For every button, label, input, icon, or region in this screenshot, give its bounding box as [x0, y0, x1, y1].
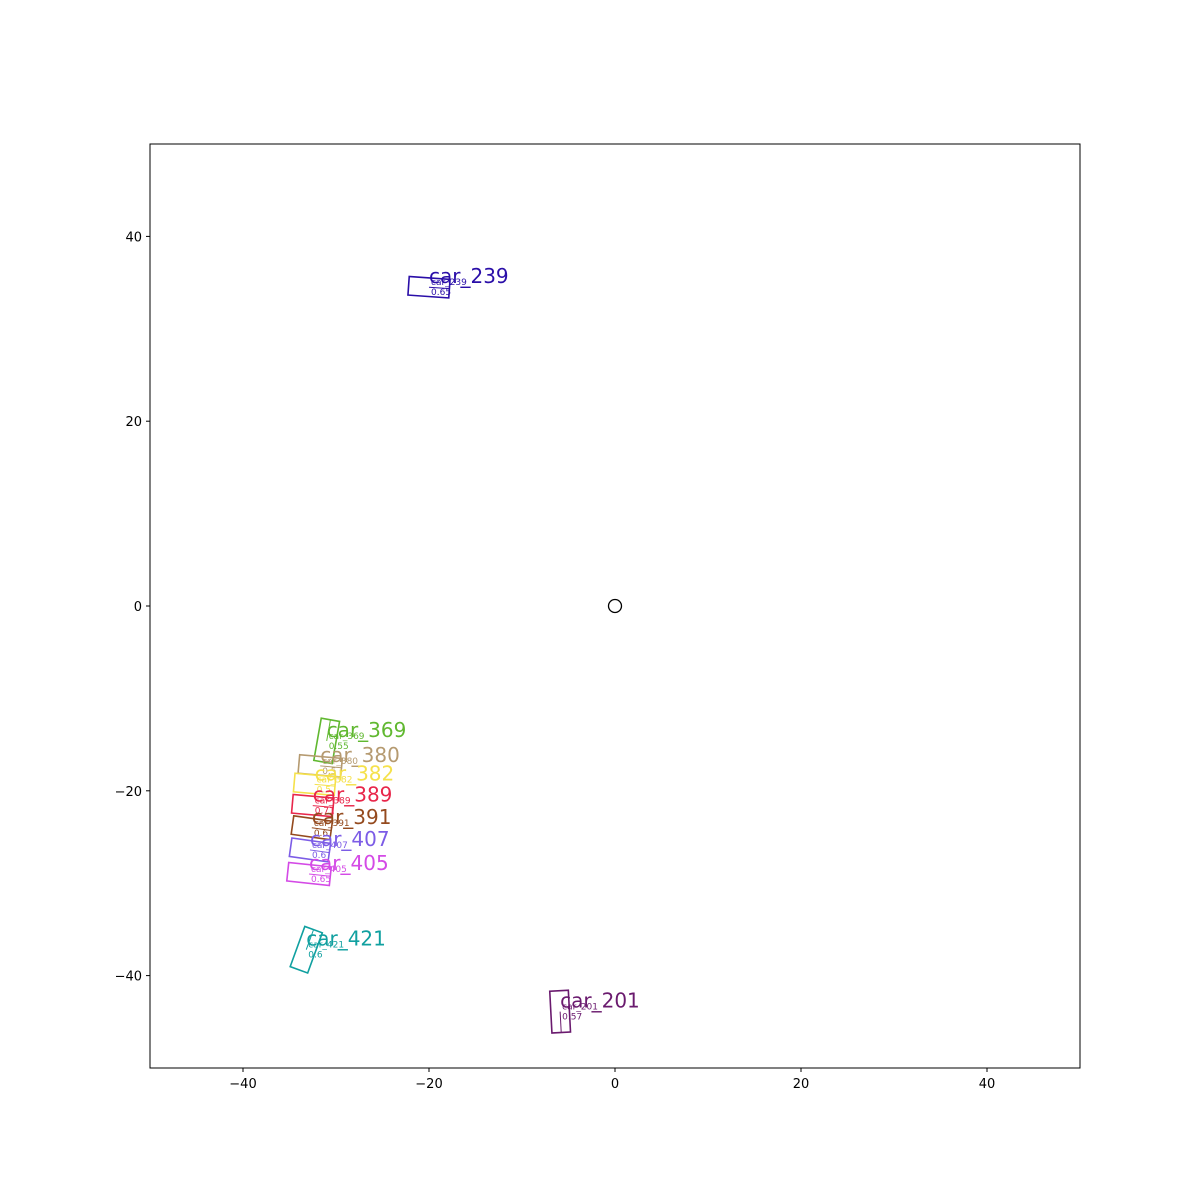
- y-tick-label: 0: [134, 600, 142, 615]
- object-small-label: car_201: [562, 1003, 598, 1013]
- object-score: 0.5: [317, 785, 331, 795]
- heading-line: [312, 805, 334, 808]
- object-score: 0.6: [314, 829, 329, 839]
- object-box: [407, 275, 451, 299]
- object-label: car_239: [429, 264, 509, 288]
- object-label: car_407: [310, 827, 390, 851]
- object-score: 0.57: [562, 1013, 582, 1023]
- object-box: [288, 837, 332, 863]
- object-box: [285, 861, 333, 887]
- object-box-outline: [548, 989, 572, 1034]
- object-box: [290, 793, 335, 818]
- object-box-outline: [312, 717, 341, 765]
- object-label: car_201: [560, 989, 640, 1013]
- object-label: car_405: [309, 851, 389, 875]
- object-small-label: car_382: [317, 775, 353, 785]
- object-small-label: car_380: [322, 757, 358, 767]
- object-score: 0.6: [312, 851, 327, 861]
- object-score: 0.5: [322, 767, 336, 777]
- heading-line: [308, 873, 331, 877]
- object-box: [312, 717, 341, 765]
- y-tick-label: −40: [115, 970, 142, 985]
- object-score: 0.65: [431, 288, 451, 298]
- object-label: car_389: [313, 783, 393, 807]
- heading-line: [305, 929, 315, 950]
- x-tick-label: 40: [979, 1077, 996, 1092]
- object-box: [289, 925, 324, 975]
- object-small-label: car_421: [308, 941, 344, 951]
- object-score: 0.55: [329, 742, 349, 752]
- object-box-outline: [290, 814, 334, 841]
- heading-line: [428, 286, 450, 290]
- axes-layer: −40 −20 0 20 40 −40 −20 0 20 40: [115, 230, 996, 1092]
- heading-line: [320, 765, 342, 769]
- object-score: 0.6: [308, 951, 323, 961]
- object-label: car_380: [320, 743, 400, 767]
- object-label: car_391: [312, 805, 392, 829]
- object-label: car_421: [306, 927, 386, 951]
- object-label: car_382: [315, 761, 395, 785]
- object-box-outline: [289, 925, 324, 975]
- object-small-label: car_405: [311, 865, 347, 875]
- y-tick-label: 40: [125, 230, 142, 245]
- heading-line: [314, 783, 336, 787]
- heading-line: [311, 827, 332, 831]
- object-box-outline: [288, 837, 332, 863]
- object-score: 0.65: [311, 875, 331, 885]
- x-tick-label: −20: [415, 1077, 442, 1092]
- x-tick-label: 0: [611, 1077, 619, 1092]
- ego-marker: [607, 598, 623, 614]
- x-tick-label: 20: [793, 1077, 810, 1092]
- y-tick-label: −20: [115, 785, 142, 800]
- object-box: [548, 989, 572, 1034]
- object-small-label: car_389: [315, 797, 351, 807]
- heading-line: [559, 1011, 562, 1033]
- object-small-label: car_239: [431, 278, 467, 288]
- object-box: [290, 814, 334, 841]
- object-small-label: car_391: [314, 819, 350, 829]
- object-box: [292, 772, 337, 797]
- y-tick-label: 20: [125, 415, 142, 430]
- object-score: 0.71: [315, 807, 335, 817]
- object-small-label: car_369: [329, 732, 365, 742]
- plot-layer: car_2390.65car_239car_3690.55car_369car_…: [285, 264, 640, 1034]
- heading-line: [326, 719, 331, 741]
- x-tick-label: −40: [229, 1077, 256, 1092]
- object-small-label: car_407: [312, 841, 348, 851]
- object-box-outline: [285, 861, 333, 887]
- object-label: car_369: [327, 718, 407, 742]
- heading-line: [309, 849, 330, 854]
